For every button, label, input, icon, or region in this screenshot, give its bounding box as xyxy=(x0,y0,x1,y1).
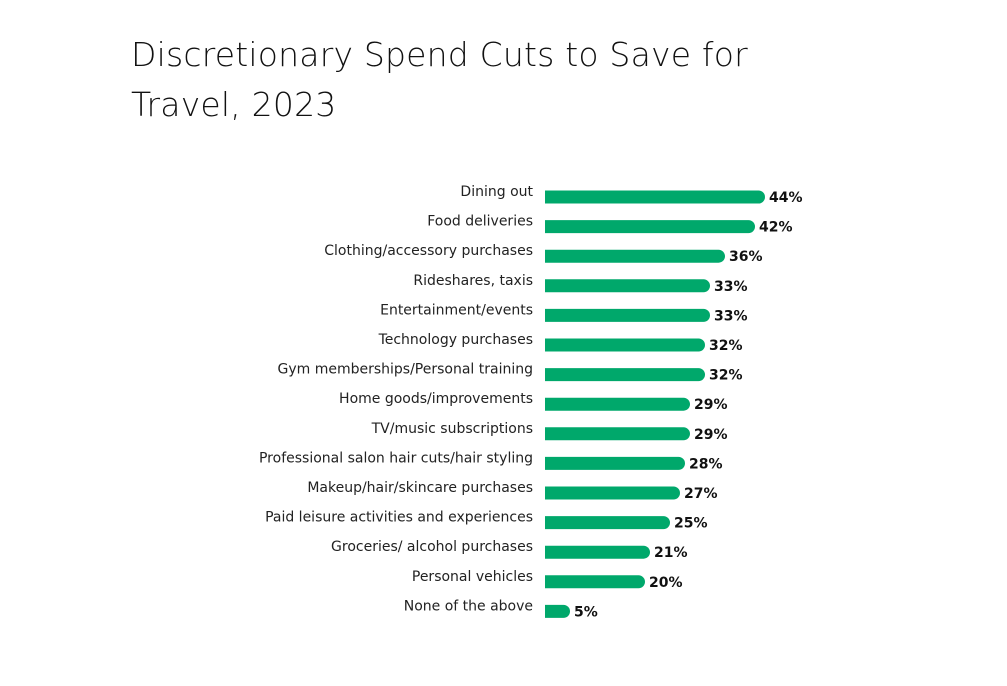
category-label: Home goods/improvements xyxy=(339,391,533,407)
bar xyxy=(545,279,710,293)
value-label: 42% xyxy=(759,220,793,236)
category-label: TV/music subscriptions xyxy=(371,421,533,437)
bar xyxy=(545,190,766,204)
category-label: Professional salon hair cuts/hair stylin… xyxy=(259,450,533,466)
value-label: 21% xyxy=(654,545,688,561)
category-label: Groceries/ alcohol purchases xyxy=(331,539,533,555)
bar xyxy=(545,516,670,530)
value-label: 32% xyxy=(709,368,743,384)
bar xyxy=(545,427,690,441)
category-label: Technology purchases xyxy=(378,332,533,348)
category-label: Personal vehicles xyxy=(412,569,533,585)
value-label: 28% xyxy=(689,456,723,472)
category-label: Makeup/hair/skincare purchases xyxy=(307,480,533,496)
category-label: Clothing/accessory purchases xyxy=(324,243,533,259)
value-label: 44% xyxy=(769,190,803,206)
value-label: 5% xyxy=(574,604,598,620)
bar xyxy=(545,249,725,263)
category-label: Rideshares, taxis xyxy=(413,273,533,289)
value-label: 29% xyxy=(694,427,728,443)
bar xyxy=(545,604,571,618)
value-label: 33% xyxy=(714,308,748,324)
bars-layer: Dining out 44% Food deliveries 42% Clothing/… xyxy=(259,184,803,620)
value-label: 32% xyxy=(709,338,743,354)
category-label: Food deliveries xyxy=(427,214,533,230)
bar xyxy=(545,368,705,382)
chart-title: Discretionary Spend Cuts to Save for Tra… xyxy=(131,35,748,124)
bar xyxy=(545,575,645,589)
bar xyxy=(545,338,705,352)
value-label: 27% xyxy=(684,486,718,502)
category-label: Gym memberships/Personal training xyxy=(277,362,533,378)
bar xyxy=(545,308,710,322)
bar xyxy=(545,545,650,559)
bar xyxy=(545,456,686,470)
value-label: 36% xyxy=(729,249,763,265)
category-label: Entertainment/events xyxy=(380,302,533,318)
category-label: Dining out xyxy=(460,184,533,200)
value-label: 20% xyxy=(649,575,683,591)
bar xyxy=(545,486,680,500)
bar xyxy=(545,220,755,234)
bar xyxy=(545,397,690,411)
value-label: 33% xyxy=(714,279,748,295)
category-label: None of the above xyxy=(404,598,533,614)
value-label: 29% xyxy=(694,397,728,413)
category-label: Paid leisure activities and experiences xyxy=(265,510,533,526)
value-label: 25% xyxy=(674,516,708,532)
